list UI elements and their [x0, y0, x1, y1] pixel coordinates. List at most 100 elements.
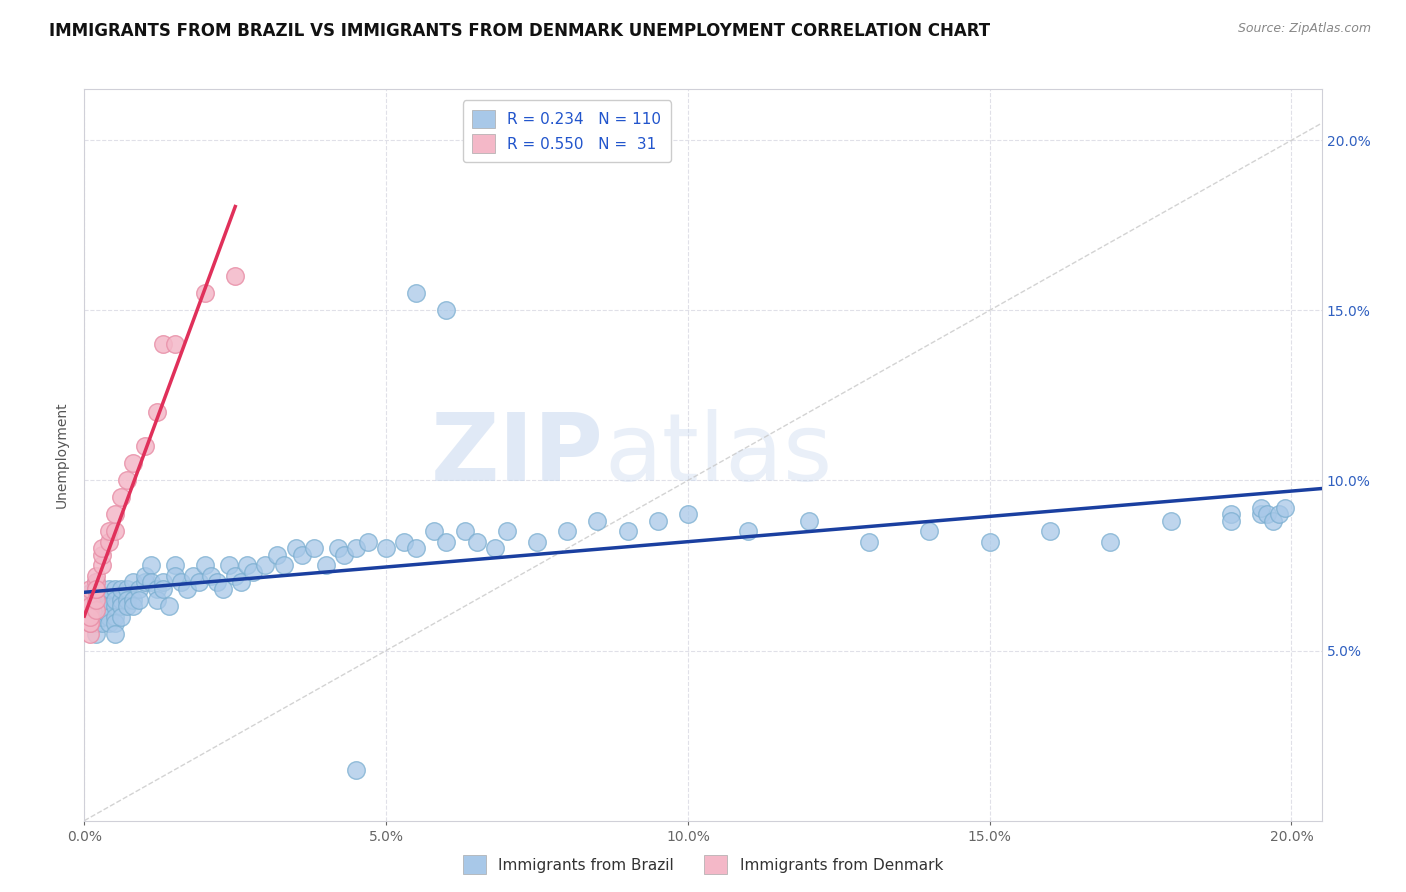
Point [918, 524, 941, 539]
Point [86, 626, 108, 640]
Point [1256, 508, 1278, 522]
Point [157, 599, 180, 614]
Point [97, 582, 120, 597]
Point [218, 558, 240, 573]
Point [79, 609, 101, 624]
Point [495, 524, 517, 539]
Point [115, 592, 138, 607]
Point [188, 575, 211, 590]
Point [97, 592, 120, 607]
Point [79, 616, 101, 631]
Point [436, 534, 458, 549]
Point [200, 568, 222, 582]
Point [616, 524, 638, 539]
Point [86, 582, 108, 597]
Point [86, 582, 108, 597]
Point [79, 592, 101, 607]
Point [152, 575, 174, 590]
Point [555, 524, 578, 539]
Point [79, 616, 101, 631]
Point [284, 541, 307, 556]
Point [326, 541, 349, 556]
Point [86, 568, 108, 582]
Point [224, 269, 246, 284]
Point [176, 582, 198, 597]
Point [86, 582, 108, 597]
Point [333, 549, 356, 563]
Point [91, 616, 114, 631]
Point [375, 541, 398, 556]
Point [1263, 514, 1285, 528]
Point [344, 541, 367, 556]
Text: IMMIGRANTS FROM BRAZIL VS IMMIGRANTS FROM DENMARK UNEMPLOYMENT CORRELATION CHART: IMMIGRANTS FROM BRAZIL VS IMMIGRANTS FRO… [49, 22, 990, 40]
Point [647, 514, 669, 528]
Point [103, 592, 125, 607]
Point [97, 609, 120, 624]
Point [103, 508, 125, 522]
Point [103, 599, 125, 614]
Legend: Immigrants from Brazil, Immigrants from Denmark: Immigrants from Brazil, Immigrants from … [457, 849, 949, 880]
Point [86, 575, 108, 590]
Point [231, 575, 253, 590]
Point [465, 534, 488, 549]
Point [1099, 534, 1122, 549]
Point [205, 575, 228, 590]
Point [423, 524, 446, 539]
Point [526, 534, 548, 549]
Point [1160, 514, 1182, 528]
Point [170, 575, 193, 590]
Point [163, 558, 186, 573]
Point [302, 541, 325, 556]
Point [103, 626, 125, 640]
Point [86, 575, 108, 590]
Point [1274, 500, 1296, 515]
Point [139, 575, 162, 590]
Point [79, 599, 101, 614]
Point [91, 603, 114, 617]
Point [121, 457, 143, 471]
Point [152, 337, 174, 351]
Point [110, 609, 132, 624]
Point [266, 549, 288, 563]
Point [194, 558, 217, 573]
Point [344, 763, 367, 777]
Point [103, 609, 125, 624]
Point [676, 508, 699, 522]
Point [121, 592, 143, 607]
Point [91, 599, 114, 614]
Point [115, 599, 138, 614]
Point [110, 491, 132, 505]
Point [134, 568, 156, 582]
Point [212, 582, 235, 597]
Point [436, 303, 458, 318]
Point [163, 337, 186, 351]
Point [110, 582, 132, 597]
Point [273, 558, 295, 573]
Point [91, 603, 114, 617]
Point [115, 474, 138, 488]
Text: Source: ZipAtlas.com: Source: ZipAtlas.com [1237, 22, 1371, 36]
Point [79, 616, 101, 631]
Point [97, 599, 120, 614]
Text: ZIP: ZIP [432, 409, 605, 501]
Point [357, 534, 380, 549]
Point [79, 592, 101, 607]
Point [1268, 508, 1291, 522]
Point [163, 568, 186, 582]
Point [1250, 500, 1272, 515]
Point [858, 534, 880, 549]
Point [146, 582, 169, 597]
Point [146, 405, 169, 419]
Point [236, 558, 259, 573]
Point [181, 568, 204, 582]
Point [110, 599, 132, 614]
Point [115, 582, 138, 597]
Point [86, 603, 108, 617]
Point [97, 524, 120, 539]
Point [128, 582, 150, 597]
Point [91, 558, 114, 573]
Point [91, 609, 114, 624]
Point [1220, 514, 1243, 528]
Point [453, 524, 475, 539]
Point [86, 609, 108, 624]
